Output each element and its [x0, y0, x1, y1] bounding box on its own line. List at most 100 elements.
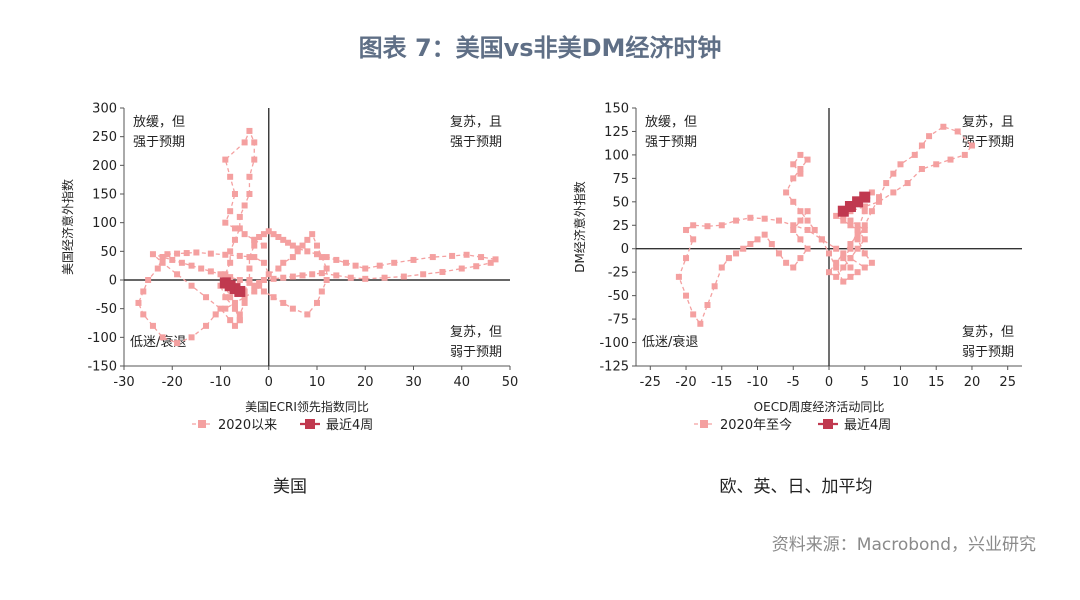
- trail-point: [854, 269, 861, 276]
- trail-point: [314, 299, 320, 306]
- trail-point: [840, 250, 847, 257]
- trail-point: [847, 264, 854, 271]
- trail-point: [847, 217, 854, 224]
- trail-point: [754, 236, 761, 243]
- trail-point: [236, 317, 243, 324]
- quadrant-label-bottom-right: 复苏，但: [962, 324, 1014, 340]
- y-tick-label: -125: [599, 360, 629, 375]
- trail-point: [733, 250, 740, 257]
- trail-point: [458, 265, 465, 272]
- trail-point: [840, 264, 847, 271]
- quadrant-label-top-left: 强于预期: [133, 135, 185, 150]
- trail-point: [314, 242, 320, 249]
- trail-point: [260, 231, 267, 238]
- y-tick-label: 200: [92, 159, 117, 174]
- trail-point: [833, 212, 840, 219]
- trail-point: [236, 311, 243, 318]
- trail-point: [861, 208, 868, 215]
- trail-point: [174, 340, 181, 347]
- trail-point: [304, 248, 311, 255]
- trail-point: [381, 274, 388, 281]
- trail-point: [790, 198, 797, 205]
- trail-point: [783, 189, 790, 196]
- trail-point: [236, 277, 243, 283]
- trail-point: [683, 226, 690, 233]
- trail-point: [933, 161, 940, 168]
- trail-point: [236, 225, 243, 232]
- trail-point: [299, 242, 306, 249]
- trail-point: [285, 239, 292, 246]
- trail-point: [826, 269, 832, 276]
- trail-point: [918, 142, 925, 149]
- trail-point: [420, 271, 427, 278]
- trail-point: [246, 127, 253, 134]
- trail-point: [222, 251, 229, 258]
- trail-point: [704, 302, 711, 309]
- quadrant-label-bottom-right: 弱于预期: [962, 345, 1014, 360]
- trail-point: [854, 236, 861, 243]
- trail-point: [804, 245, 811, 252]
- trail-point: [847, 255, 854, 262]
- trail-point: [260, 242, 267, 249]
- x-tick-label: -10: [210, 375, 231, 390]
- quadrant-label-top-right: 复苏，且: [962, 114, 1014, 130]
- trail-point: [797, 151, 804, 158]
- trail-point: [868, 189, 875, 196]
- trail-point: [400, 273, 407, 280]
- trail-point: [231, 236, 238, 243]
- legend-recent-marker: [305, 419, 315, 429]
- trail-point: [797, 165, 804, 172]
- quadrant-label-bottom-right: 复苏，但: [450, 324, 502, 340]
- trail-point: [911, 151, 918, 158]
- trail-point: [761, 215, 768, 222]
- trail-point: [270, 275, 277, 282]
- x-tick-label: 25: [999, 375, 1016, 390]
- trail-point: [740, 245, 747, 252]
- trail-point: [251, 236, 258, 243]
- trail-point: [690, 222, 697, 229]
- trail-point: [227, 248, 234, 255]
- trail-point: [804, 156, 811, 163]
- trail-point: [154, 265, 161, 272]
- trail-point: [183, 250, 190, 257]
- trail-point: [241, 299, 248, 306]
- trail-point: [783, 259, 790, 266]
- trail-point: [861, 226, 868, 233]
- trail-point: [318, 254, 325, 261]
- trail-point: [854, 226, 861, 233]
- trail-point: [733, 217, 740, 224]
- x-tick-label: 40: [453, 375, 470, 390]
- quadrant-label-top-right: 复苏，且: [450, 114, 502, 130]
- trail-point: [478, 254, 485, 261]
- trail-point: [265, 228, 272, 235]
- trail-point: [246, 265, 253, 272]
- trail-point: [797, 255, 804, 262]
- trail-point: [217, 305, 224, 312]
- trail-point: [323, 254, 330, 261]
- chart-caption: 美国: [273, 477, 307, 497]
- trail-point: [275, 265, 282, 272]
- trail-point: [280, 274, 287, 281]
- trail-point: [333, 272, 340, 279]
- trail-point: [711, 283, 718, 290]
- trail-point: [251, 242, 258, 249]
- quadrant-label-top-right: 强于预期: [450, 135, 502, 150]
- trail-point: [246, 254, 253, 261]
- trail-point: [492, 256, 499, 263]
- trail-point: [804, 217, 811, 224]
- x-tick-label: 30: [405, 375, 422, 390]
- trail-point: [968, 142, 975, 149]
- trail-point: [265, 271, 272, 278]
- x-tick-label: -20: [675, 375, 696, 390]
- legend-recent-marker: [823, 419, 833, 429]
- trail-point: [309, 271, 316, 278]
- trail-point: [463, 251, 470, 258]
- y-tick-label: -100: [599, 336, 629, 351]
- y-tick-label: -75: [608, 313, 629, 328]
- y-axis-label: 美国经济意外指数: [60, 179, 75, 275]
- trail-point: [861, 264, 868, 271]
- trail-point: [318, 270, 325, 277]
- trail-point: [890, 189, 897, 196]
